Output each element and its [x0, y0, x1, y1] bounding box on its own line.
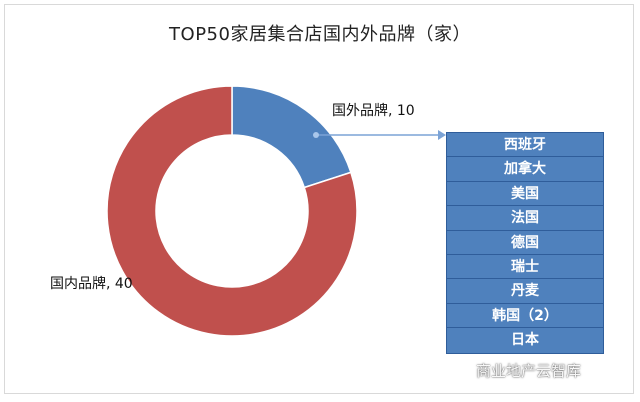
callout-arrowhead — [438, 130, 446, 140]
foreign-country-list: 西班牙 加拿大 美国 法国 德国 瑞士 丹麦 韩国（2） 日本 — [446, 132, 604, 354]
country-item: 丹麦 — [447, 279, 603, 304]
country-item: 德国 — [447, 230, 603, 255]
wechat-icon — [448, 361, 470, 378]
country-item: 韩国（2） — [447, 303, 603, 329]
country-item: 日本 — [447, 328, 603, 353]
country-item: 瑞士 — [447, 254, 603, 280]
country-item: 法国 — [447, 206, 603, 231]
watermark-text: 商业地产云智库 — [476, 361, 582, 380]
country-item: 美国 — [447, 181, 603, 207]
donut-slice-domestic — [106, 85, 358, 337]
data-label-domestic: 国内品牌, 40 — [50, 276, 133, 292]
callout-dot — [313, 132, 319, 138]
data-label-foreign: 国外品牌, 10 — [332, 103, 415, 119]
country-item: 西班牙 — [447, 133, 603, 158]
country-item: 加拿大 — [447, 157, 603, 182]
watermark: 商业地产云智库 — [448, 358, 628, 382]
chart-title: TOP50家居集合店国内外品牌（家） — [169, 24, 471, 45]
